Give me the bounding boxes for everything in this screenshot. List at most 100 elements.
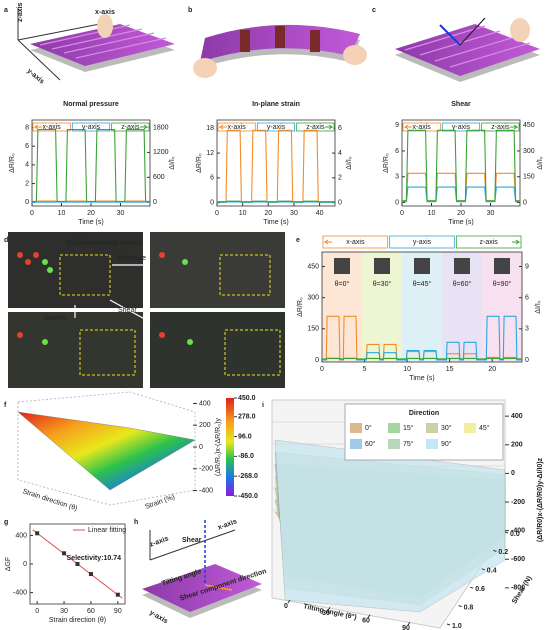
legend-box — [71, 122, 111, 132]
legend-swatch — [426, 423, 438, 433]
colorbar-tick-label: -268.0 — [238, 473, 258, 480]
panel-label: d — [4, 237, 8, 244]
panel-label: b — [188, 7, 192, 14]
legend-box — [402, 122, 441, 132]
z-tick-label: -400 — [199, 487, 213, 494]
legend-box — [344, 403, 504, 461]
y-tick-label: 6 — [25, 143, 29, 150]
x-tick — [367, 614, 371, 618]
legend-arrow — [218, 124, 227, 130]
data-point — [75, 562, 80, 566]
legend-swatch — [388, 423, 400, 433]
legend-label: 45° — [479, 424, 490, 432]
y2-axis-label: ΔI/I₀ — [537, 156, 544, 170]
y2-tick-label: 300 — [523, 148, 535, 155]
y-tick-label: 0 — [25, 199, 29, 206]
y-axis-label: ΔR/R₀ — [196, 153, 203, 173]
inset-icon — [374, 258, 390, 274]
x-tick-label: 30 — [290, 210, 298, 217]
y-tick-label: 18 — [206, 125, 214, 132]
x-tick-label: 40 — [316, 210, 324, 217]
illustration-label: Shear — [118, 307, 137, 314]
x-tick-label: 0 — [284, 603, 288, 610]
y-tick-label: 9 — [395, 122, 399, 129]
y-axis-label: ΔGF — [5, 557, 12, 571]
series-line — [32, 129, 150, 202]
y-tick-label: 6 — [210, 175, 214, 182]
z-tick-label: -200 — [511, 499, 525, 506]
chart-title: Normal pressure — [63, 101, 119, 108]
x-tick-label: 30 — [60, 608, 68, 615]
legend-label: Linear fitting — [88, 527, 126, 534]
y-tick-label: 0 — [210, 200, 214, 207]
phase-label: θ=30° — [373, 280, 392, 288]
y-tick-label: 0 — [315, 357, 319, 364]
y2-tick-label: 0 — [338, 199, 342, 206]
legend-label: y-axis — [267, 124, 286, 131]
x-tick-label: 20 — [264, 210, 272, 217]
x-axis-label: Time (s) — [78, 219, 103, 226]
z-tick-label: -400 — [511, 527, 525, 534]
illustration-label: y-axis — [148, 609, 169, 625]
colorbar-tick-label: 278.0 — [238, 414, 256, 421]
x-tick-label: 20 — [488, 366, 496, 373]
legend-arrow — [512, 239, 521, 245]
y-tick-label: 0.4 — [487, 568, 497, 575]
panel-label: c — [372, 7, 376, 14]
series-line — [217, 200, 335, 203]
x-tick — [287, 599, 291, 604]
legend-label: y-axis — [413, 239, 432, 246]
legend-arrow — [510, 124, 519, 130]
x-tick-label: 10 — [428, 210, 436, 217]
illustration-a — [17, 8, 175, 81]
y2-axis-label: ΔI/I₀ — [535, 300, 542, 314]
x-tick-label: 10 — [403, 366, 411, 373]
inset-icon — [414, 258, 430, 274]
panel-label: f — [4, 402, 7, 409]
y-axis-label: ΔR/R₀ — [383, 153, 390, 173]
colorbar-tick-label: 450.0 — [238, 395, 256, 402]
y-tick-label: 450 — [307, 263, 319, 270]
y2-tick-label: 150 — [523, 174, 535, 181]
panel-label: e — [296, 237, 300, 244]
y-axis-label: ΔR/R₀ — [9, 153, 16, 173]
y2-axis-label: ΔI/I₀ — [169, 156, 176, 170]
plot-frame — [321, 251, 523, 363]
y2-tick-label: 0 — [523, 199, 527, 206]
legend-arrow — [323, 239, 332, 245]
x-tick-label: 10 — [58, 210, 66, 217]
y2-tick-label: 3 — [525, 326, 529, 333]
x-tick-label: 60 — [362, 618, 370, 625]
illustration-label: Multidimensional sensor — [66, 240, 142, 247]
colorbar-tick-label: -450.0 — [238, 493, 258, 500]
y2-tick-label: 450 — [523, 122, 535, 129]
surface-plot: 400 200 0 -200 -400 (ΔR/R₀)x-(ΔR/R₀)y 450.0 278… — [17, 391, 258, 512]
annotation: Selectivity:10.74 — [67, 555, 122, 562]
x-tick-label: 30 — [487, 210, 495, 217]
box-wall — [17, 391, 196, 506]
x-tick-label: 0 — [35, 608, 39, 615]
x-tick-label: 0 — [30, 210, 34, 217]
illustration-label: y-axis — [26, 68, 46, 86]
x-tick-label: 0 — [400, 210, 404, 217]
illustration-h — [142, 520, 262, 618]
surface — [274, 439, 506, 613]
legend-box — [322, 235, 389, 249]
phase-label: θ=0° — [335, 280, 350, 288]
z-tick-label: 400 — [199, 400, 211, 407]
legend-label: z-axis — [306, 124, 325, 131]
legend-swatch — [350, 439, 362, 449]
illustration-c — [395, 17, 540, 82]
legend-arrow — [140, 124, 149, 130]
series-line — [402, 129, 520, 202]
y-tick-label: 300 — [307, 295, 319, 302]
y-tick-label: 6 — [395, 148, 399, 155]
colorbar-tick-label: 96.0 — [238, 433, 252, 440]
y-tick — [493, 549, 497, 552]
y-tick-label: 0.2 — [498, 549, 508, 556]
y2-tick-label: 6 — [525, 295, 529, 302]
x-tick-label: 15 — [446, 366, 454, 373]
z-tick-label: 200 — [199, 422, 211, 429]
illustration-label: Stretch — [44, 315, 66, 322]
